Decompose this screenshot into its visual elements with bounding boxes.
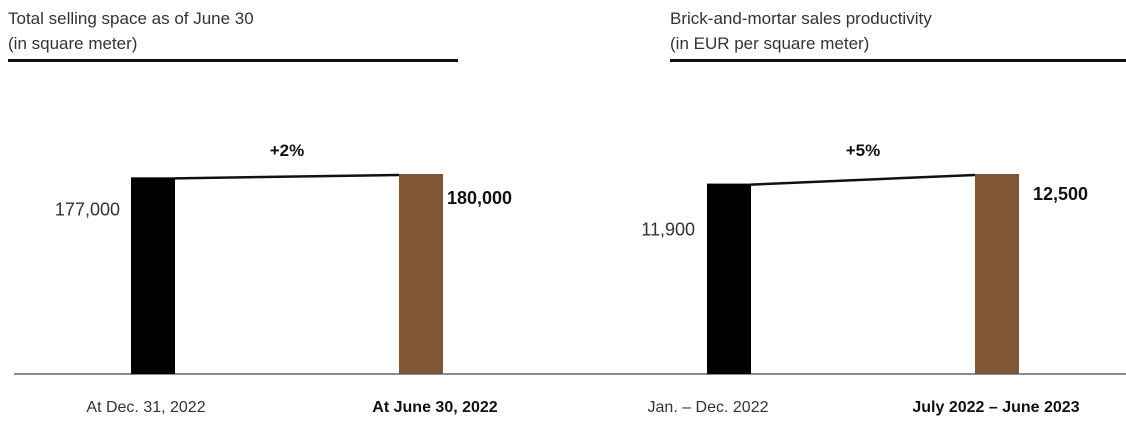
category-label-right-2: July 2022 – June 2023 <box>912 399 1079 416</box>
bar-right-1 <box>707 183 751 374</box>
category-label-left-2: At June 30, 2022 <box>372 399 498 416</box>
chart-header-left: Total selling space as of June 30 (in sq… <box>8 6 254 56</box>
header-rule-right <box>670 59 1126 62</box>
chart-subtitle-right: (in EUR per square meter) <box>670 34 870 53</box>
chart-title-right: Brick-and-mortar sales productivity <box>670 9 932 28</box>
header-rule-left <box>8 59 458 62</box>
value-label-right-1: 11,900 <box>641 220 695 240</box>
connector-line-left <box>174 173 400 180</box>
category-label-left-1: At Dec. 31, 2022 <box>86 399 205 416</box>
value-label-left-1: 177,000 <box>55 199 120 219</box>
value-label-right-2: 12,500 <box>1033 184 1088 204</box>
change-label-right: +5% <box>846 141 881 160</box>
value-label-left-2: 180,000 <box>447 188 512 208</box>
category-label-right-1: Jan. – Dec. 2022 <box>648 399 769 416</box>
change-label-left: +2% <box>270 141 305 160</box>
bar-left-2 <box>399 174 443 374</box>
connector-line-right <box>750 173 976 186</box>
bar-right-2 <box>975 174 1019 374</box>
chart-title-left: Total selling space as of June 30 <box>8 9 254 28</box>
chart-subtitle-left: (in square meter) <box>8 34 138 53</box>
bar-left-1 <box>131 177 175 374</box>
chart-header-right: Brick-and-mortar sales productivity (in … <box>670 6 932 56</box>
